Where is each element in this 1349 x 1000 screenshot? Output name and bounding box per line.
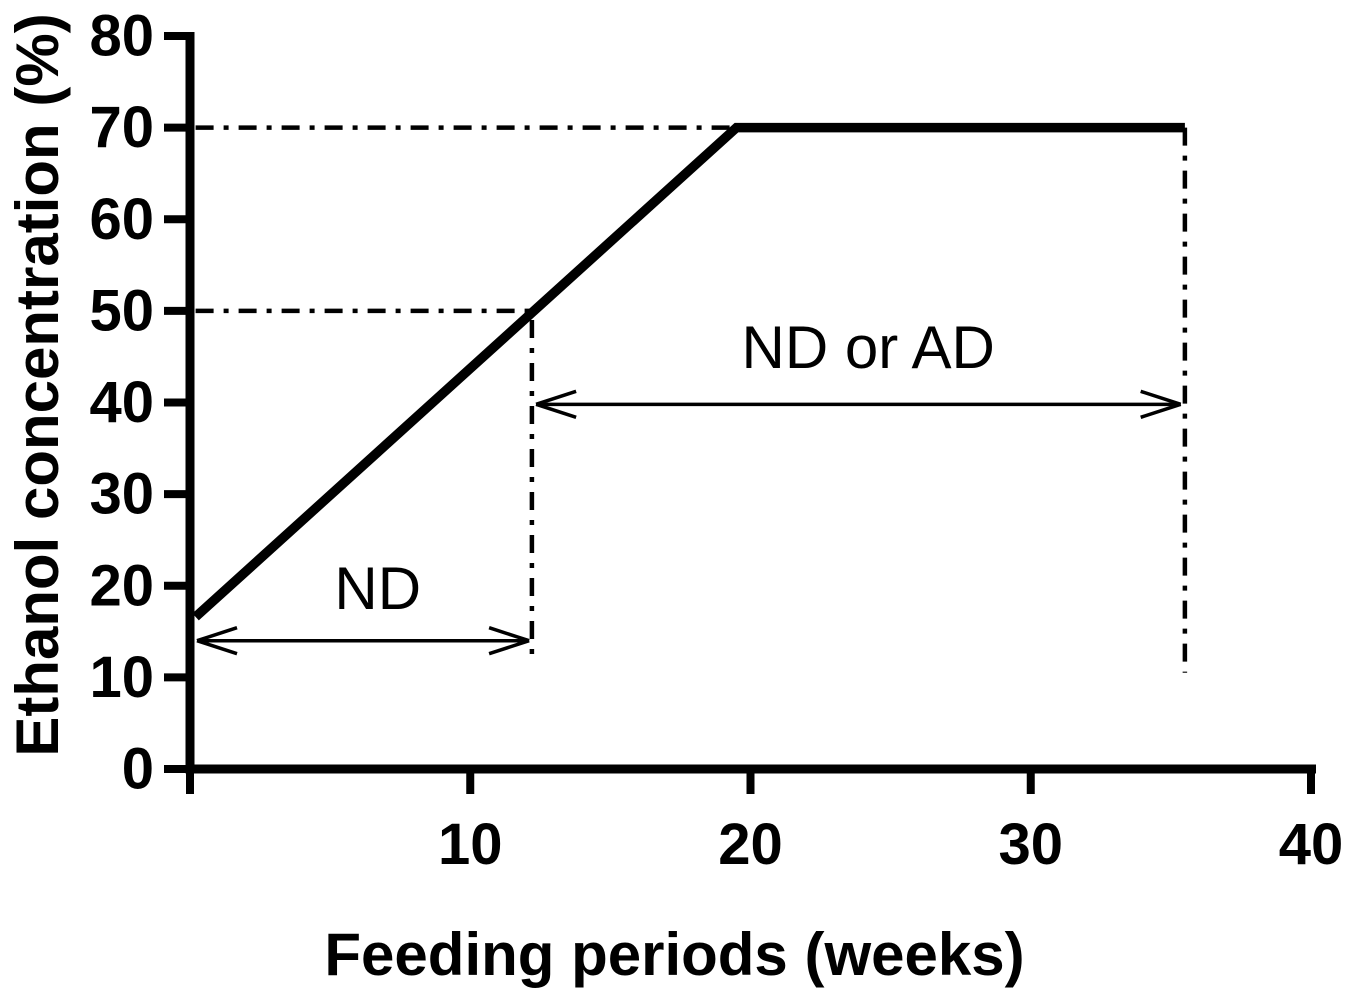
span-arrow-head: [535, 402, 577, 419]
y-axis-tick-label: 20: [89, 553, 154, 618]
y-axis-tick-label: 10: [89, 645, 154, 710]
y-axis-tick-label: 30: [89, 462, 154, 527]
x-axis-tick-label: 40: [1279, 812, 1344, 877]
y-axis-title: Ethanol concentration (%): [4, 13, 71, 757]
y-axis-tick-label: 50: [89, 278, 154, 343]
span-annotation-label: ND or AD: [742, 314, 995, 381]
span-arrow-head: [1140, 389, 1182, 406]
span-arrow-head: [196, 639, 238, 656]
x-axis-tick-label: 20: [718, 812, 783, 877]
x-axis-tick-label: 30: [998, 812, 1063, 877]
span-arrow-head: [1140, 402, 1182, 419]
y-axis-tick-label: 80: [89, 4, 154, 69]
span-annotation-label: ND: [334, 555, 421, 622]
span-arrow-head: [488, 639, 530, 656]
span-arrow-head: [535, 389, 577, 406]
span-arrow-head: [488, 626, 530, 643]
data-line: [192, 122, 1185, 621]
y-axis-tick-label: 0: [122, 737, 154, 802]
span-arrow-head: [196, 626, 238, 643]
y-axis-tick-label: 70: [89, 95, 154, 160]
x-axis-title: Feeding periods (weeks): [324, 921, 1025, 988]
x-axis-tick-label: 10: [438, 812, 503, 877]
y-axis-tick-label: 40: [89, 370, 154, 435]
y-axis-tick-label: 60: [89, 187, 154, 252]
